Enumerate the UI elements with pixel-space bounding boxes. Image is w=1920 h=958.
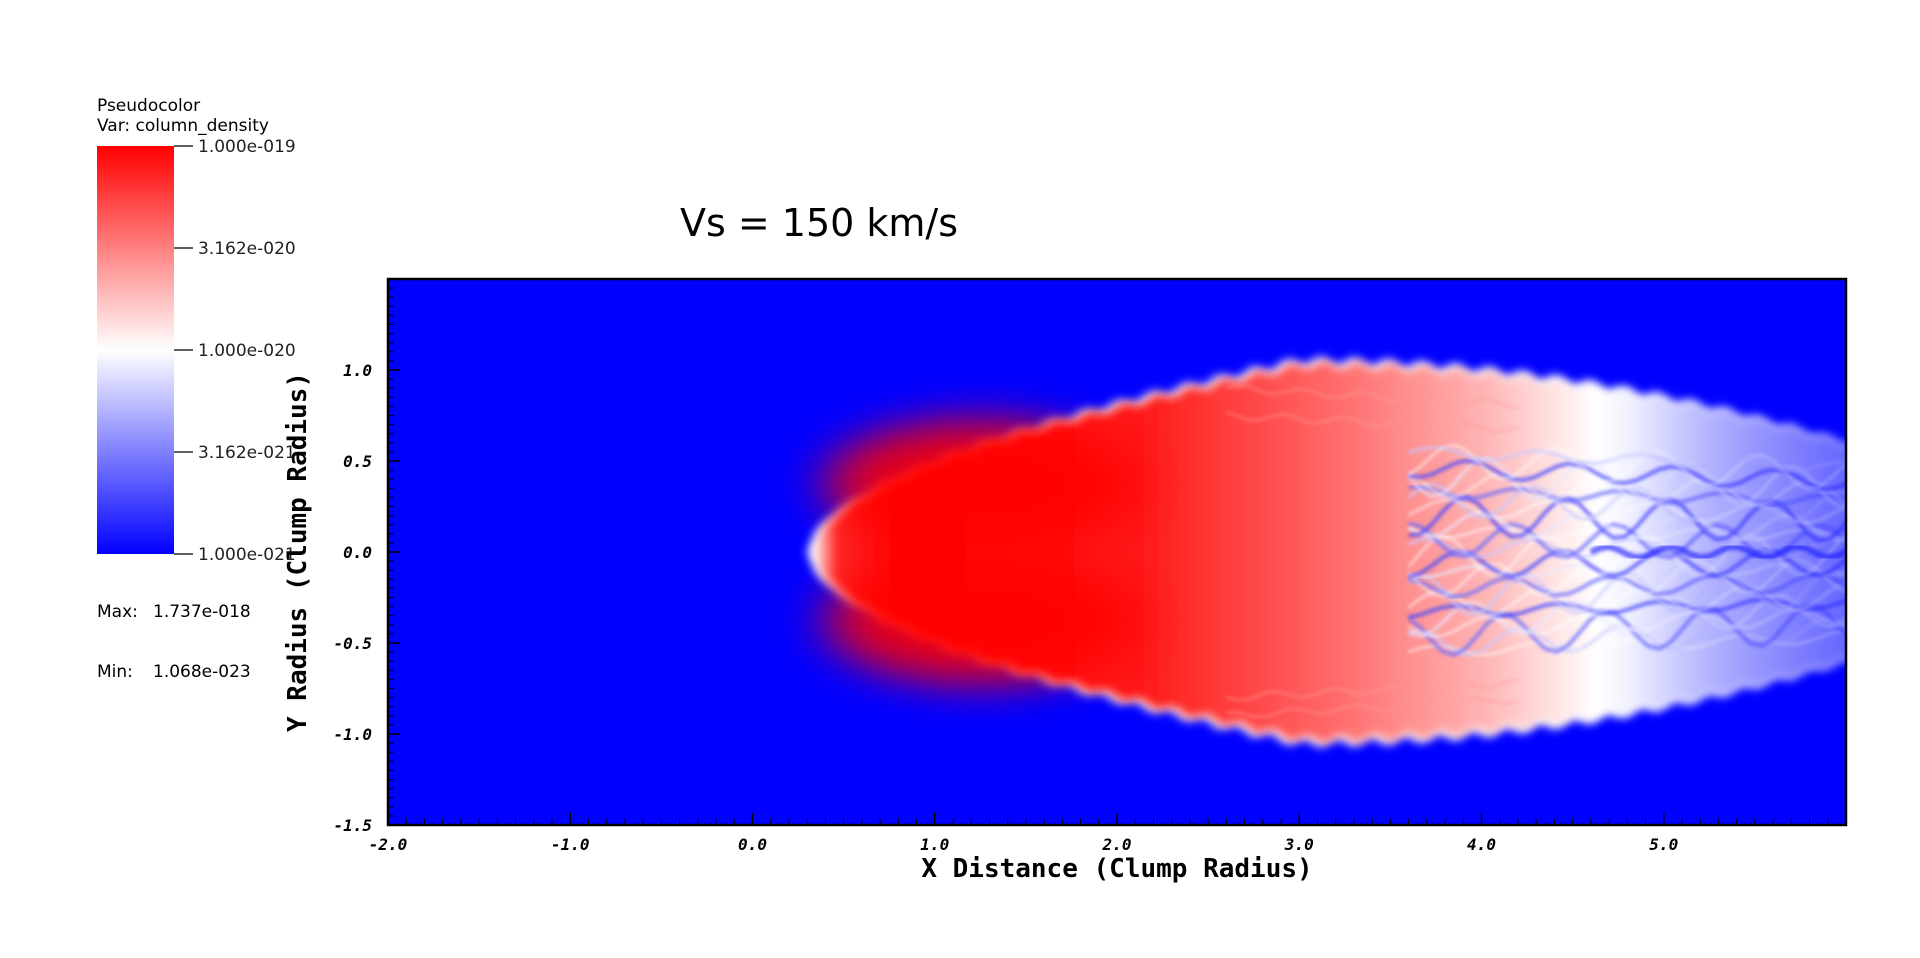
colorbar-tick-label: 1.000e-019 [198,137,296,157]
legend-stats: Max: 1.737e-018 Min: 1.068e-023 [97,562,251,702]
clump-column-density [798,279,1846,825]
x-tick-label: 0.0 [738,835,767,854]
clump-core-upper [798,407,1163,561]
plot-area [388,279,1846,825]
y-tick-label: -1.5 [333,816,372,835]
clump-core-lower [798,543,1163,697]
colorbar-tick-label: 3.162e-020 [198,239,296,259]
x-tick-label: -2.0 [369,835,408,854]
x-tick-label: 3.0 [1284,835,1314,854]
x-tick-label: 1.0 [920,835,949,854]
colorbar-tick-label: 1.000e-021 [198,545,296,565]
legend-max-row: Max: 1.737e-018 [97,602,251,622]
colorbar-ticks: 1.000e-019 3.162e-020 1.000e-020 3.162e-021… [174,137,296,565]
chart-title: Vs = 150 km/s [680,201,958,245]
legend-plot-type: Pseudocolor [97,96,201,116]
y-tick-label: 0.0 [343,543,372,562]
y-axis: -1.5 -1.0 -0.5 0.0 0.5 1.0 [333,278,400,835]
x-axis: -2.0 -1.0 0.0 1.0 2.0 3.0 4.0 5.0 [369,813,1847,854]
y-tick-label: 1.0 [343,361,372,380]
colorbar: 1.000e-019 3.162e-020 1.000e-020 3.162e-021… [97,137,296,565]
colorbar-tick-label: 3.162e-021 [198,443,296,463]
x-tick-label: -1.0 [551,835,590,854]
x-tick-label: 2.0 [1102,835,1132,854]
legend-min-row: Min: 1.068e-023 [97,662,251,682]
y-tick-label: -0.5 [333,634,372,653]
legend-variable: Var: column_density [97,116,269,136]
legend-max-value: 1.737e-018 [153,602,251,622]
x-axis-label: X Distance (Clump Radius) [921,854,1312,884]
y-axis-label: Y Radius (Clump Radius) [283,372,313,732]
x-tick-label: 4.0 [1467,835,1496,854]
colorbar-tick-label: 1.000e-020 [198,341,296,361]
legend-min-label: Min: [97,662,133,682]
colorbar-swatch [97,146,174,554]
y-tick-label: -1.0 [333,725,372,744]
y-tick-label: 0.5 [343,452,372,471]
legend-min-value: 1.068e-023 [153,662,251,682]
legend-header: Pseudocolor Var: column_density [97,96,269,136]
legend-max-label: Max: [97,602,138,622]
x-tick-label: 5.0 [1649,835,1678,854]
tail-fade [1299,279,1846,825]
